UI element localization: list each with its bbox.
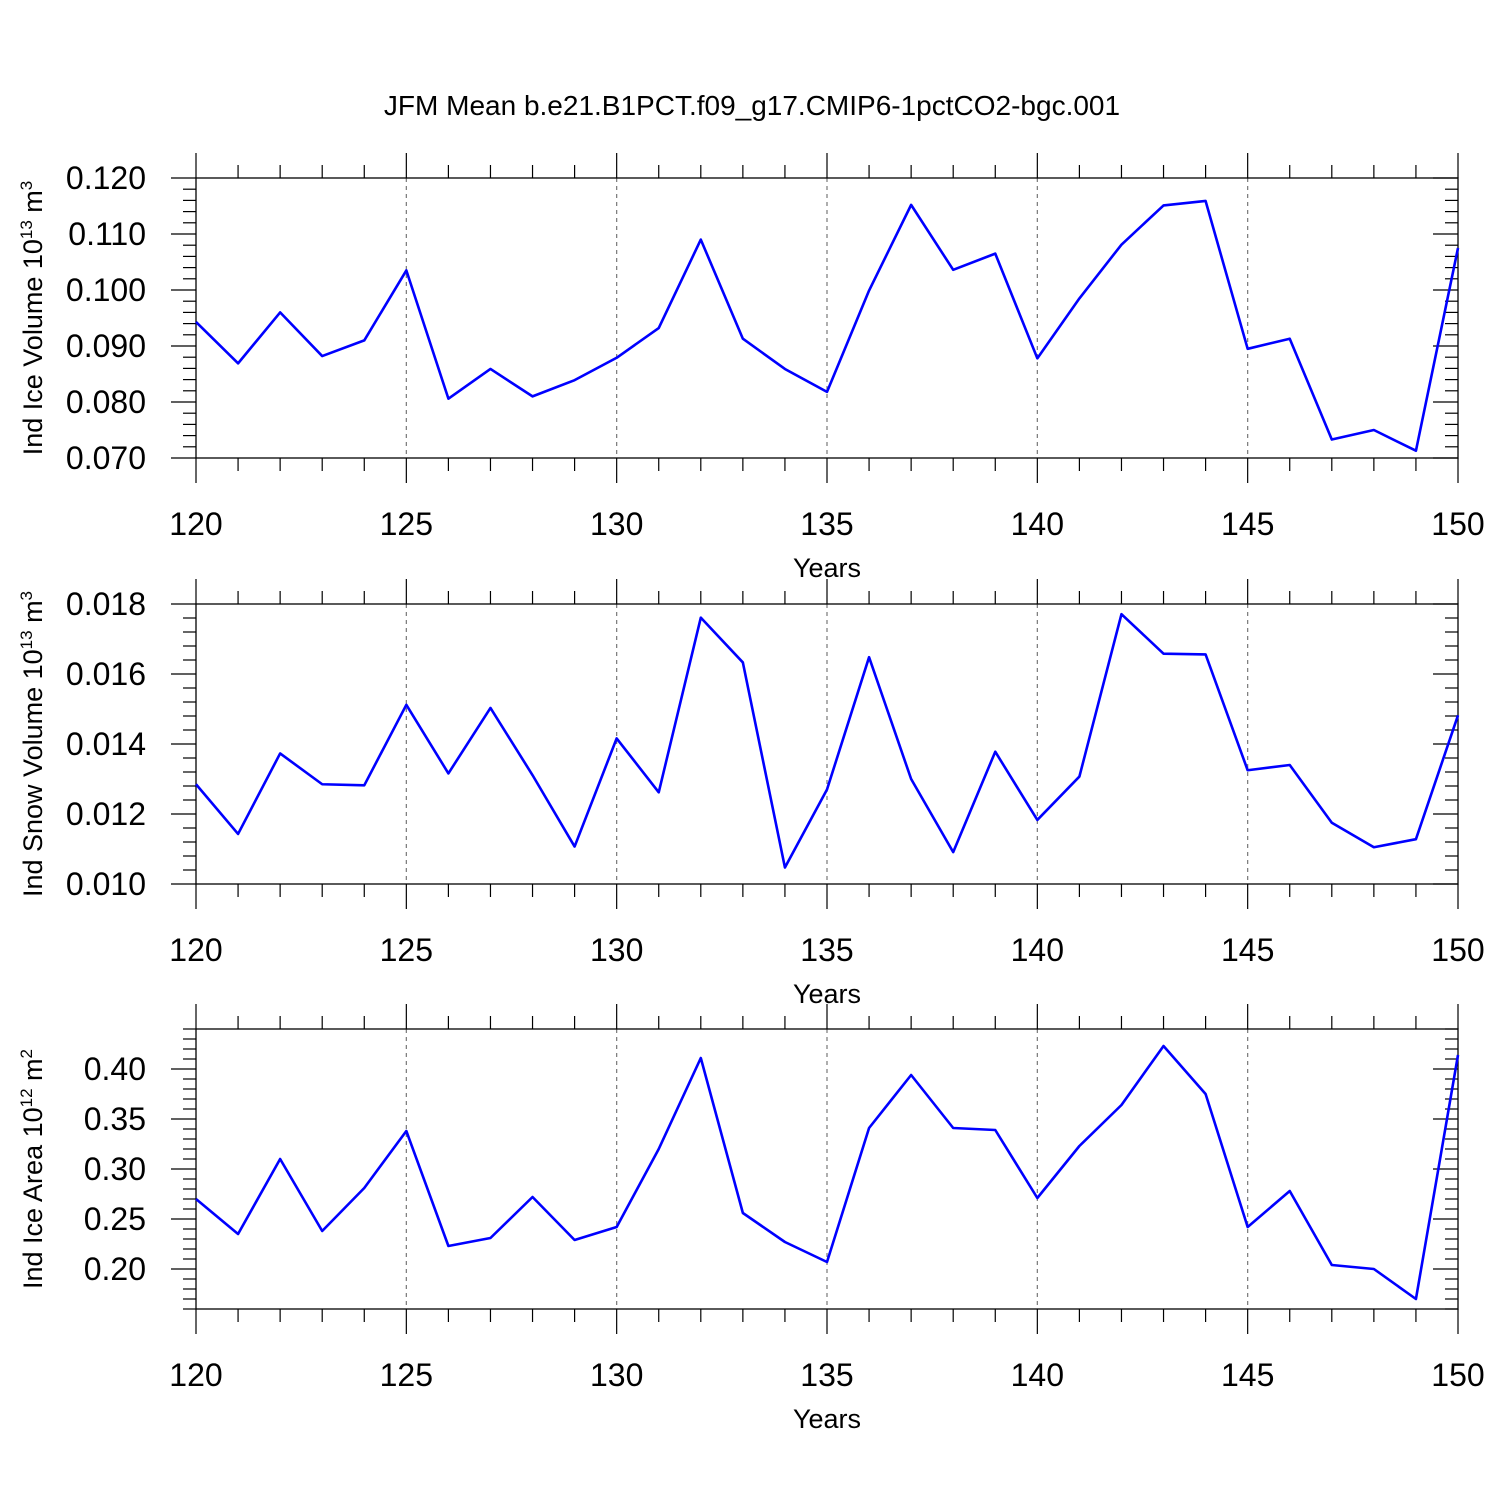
y-tick-label: 0.20 (84, 1251, 146, 1287)
y-tick-label: 0.018 (66, 586, 146, 622)
y-tick-label: 0.40 (84, 1051, 146, 1087)
panel-2: 0.010 0.012 0.014 0.016 0.018 120 125 130 135 140… (17, 579, 1485, 1009)
x-tick-label: 120 (169, 1357, 222, 1393)
y-tick-label: 0.120 (66, 160, 146, 196)
x-tick-label: 140 (1011, 1357, 1064, 1393)
x-tick-label: 140 (1011, 932, 1064, 968)
y-tick-label: 0.100 (66, 272, 146, 308)
y-tick-label: 0.080 (66, 384, 146, 420)
x-tick-label: 125 (380, 932, 433, 968)
x-tick-label: 150 (1431, 932, 1484, 968)
x-tick-label: 135 (800, 932, 853, 968)
y-tick-label: 0.012 (66, 796, 146, 832)
series-line-1 (195, 199, 1460, 453)
x-tick-label: 130 (590, 506, 643, 542)
x-tick-label: 150 (1431, 506, 1484, 542)
x-tick-label: 145 (1221, 1357, 1274, 1393)
y-tick-label: 0.30 (84, 1151, 146, 1187)
x-axis-label: Years (793, 553, 861, 583)
x-tick-label: 135 (800, 1357, 853, 1393)
y-tick-label: 0.070 (66, 440, 146, 476)
panel-1: 0.070 0.080 0.090 0.100 0.110 0.120 120 125 130 1… (17, 153, 1485, 583)
y-axis-label: Ind Snow Volume 1013 m3 (17, 591, 48, 897)
x-tick-label: 120 (169, 506, 222, 542)
x-tick-label: 125 (380, 506, 433, 542)
x-tick-label: 140 (1011, 506, 1064, 542)
y-axis-label: Ind Ice Area 1012 m2 (17, 1049, 48, 1289)
x-tick-label: 130 (590, 932, 643, 968)
x-tick-label: 125 (380, 1357, 433, 1393)
x-axis-label: Years (793, 1404, 861, 1434)
series-line-1 (195, 1044, 1460, 1301)
y-tick-label: 0.010 (66, 866, 146, 902)
y-tick-label: 0.110 (68, 216, 146, 252)
x-tick-label: 120 (169, 932, 222, 968)
x-tick-label: 145 (1221, 932, 1274, 968)
panel-3: 0.20 0.25 0.30 0.35 0.40 120 125 130 135 140 145 15… (17, 1004, 1485, 1434)
y-tick-label: 0.35 (84, 1101, 146, 1137)
x-tick-label: 145 (1221, 506, 1274, 542)
chart-title: JFM Mean b.e21.B1PCT.f09_g17.CMIP6-1pctC… (384, 90, 1120, 121)
y-tick-label: 0.090 (66, 328, 146, 364)
y-tick-label: 0.25 (84, 1201, 146, 1237)
y-axis-label: Ind Ice Volume 1013 m3 (17, 181, 48, 456)
y-tick-label: 0.016 (66, 656, 146, 692)
x-tick-label: 150 (1431, 1357, 1484, 1393)
x-tick-label: 130 (590, 1357, 643, 1393)
x-tick-label: 135 (800, 506, 853, 542)
series-line-1 (195, 612, 1460, 869)
y-tick-label: 0.014 (66, 726, 146, 762)
